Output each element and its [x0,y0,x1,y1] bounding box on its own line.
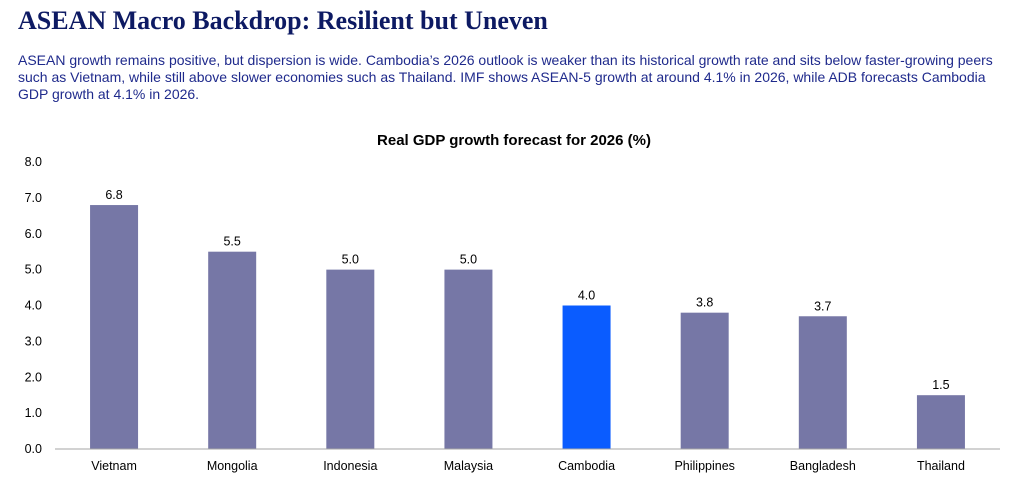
y-tick-label: 5.0 [25,263,42,277]
bar-malaysia [444,269,493,449]
y-tick-label: 1.0 [25,406,42,420]
category-labels: Vietnam Mongolia Indonesia Malaysia Cambodia… [91,459,965,473]
y-tick-label: 4.0 [25,299,42,313]
bars [90,205,965,449]
bar-bangladesh [798,316,847,449]
data-label: 3.8 [696,296,713,310]
bar-indonesia [326,269,375,449]
category-label: Mongolia [207,459,258,473]
category-label: Philippines [674,459,734,473]
data-labels: 6.8 5.5 5.0 5.0 4.0 3.8 3.7 1.5 [105,188,949,392]
y-tick-label: 8.0 [25,155,42,169]
bar-thailand [916,395,965,449]
data-label: 3.7 [814,299,831,313]
y-tick-label: 3.0 [25,334,42,348]
data-label: 5.5 [223,235,240,249]
data-label: 6.8 [105,188,122,202]
category-label: Vietnam [91,459,137,473]
y-tick-label: 6.0 [25,227,42,241]
category-label: Thailand [917,459,965,473]
y-tick-label: 7.0 [25,191,42,205]
bar-philippines [680,312,729,449]
bar-vietnam [90,205,139,449]
data-label: 5.0 [460,253,477,267]
data-label: 5.0 [342,253,359,267]
y-tick-label: 0.0 [25,442,42,456]
slide-title: ASEAN Macro Backdrop: Resilient but Unev… [18,6,548,35]
y-axis-ticks: 0.0 1.0 2.0 3.0 4.0 5.0 6.0 7.0 8.0 [25,155,42,456]
y-tick-label: 2.0 [25,370,42,384]
category-label: Cambodia [558,459,615,473]
category-label: Bangladesh [790,459,856,473]
data-label: 4.0 [578,289,595,303]
bar-mongolia [208,251,257,449]
bar-cambodia [562,305,611,449]
category-label: Malaysia [444,459,493,473]
chart-title: Real GDP growth forecast for 2026 (%) [377,132,651,149]
category-label: Indonesia [323,459,377,473]
slide-body-text: ASEAN growth remains positive, but dispe… [18,52,993,102]
data-label: 1.5 [932,378,949,392]
